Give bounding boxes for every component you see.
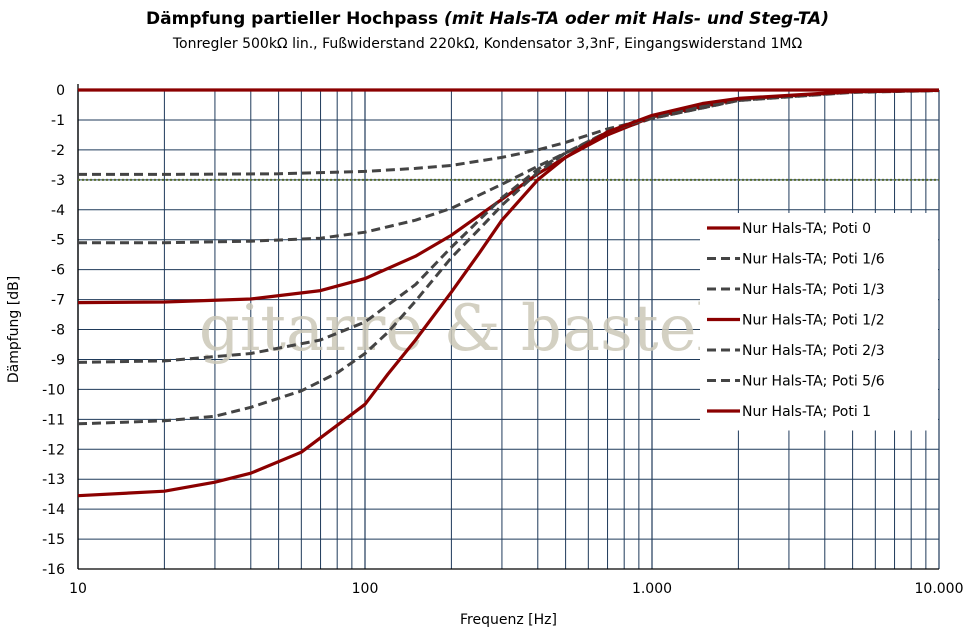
legend-entry: Nur Hals-TA; Poti 1 bbox=[742, 404, 871, 420]
chart-subtitle: Tonregler 500kΩ lin., Fußwiderstand 220k… bbox=[172, 36, 803, 52]
series-line-7 bbox=[77, 88, 940, 498]
legend-entry: Nur Hals-TA; Poti 1/3 bbox=[742, 282, 885, 298]
y-tick-label: -2 bbox=[51, 143, 65, 159]
chart-title-italic: (mit Hals-TA oder mit Hals- und Steg-TA) bbox=[444, 9, 829, 29]
legend-box bbox=[700, 213, 938, 431]
legend-entry: Nur Hals-TA; Poti 2/3 bbox=[742, 343, 885, 359]
y-tick-label: -16 bbox=[42, 562, 65, 578]
y-tick-label: -1 bbox=[51, 113, 65, 129]
x-tick-label: 10 bbox=[69, 581, 87, 597]
y-tick-label: -10 bbox=[42, 382, 65, 398]
series-line-5 bbox=[77, 88, 940, 364]
x-axis-label: Frequenz [Hz] bbox=[460, 612, 557, 628]
y-tick-label: 0 bbox=[56, 83, 65, 99]
y-tick-label: -4 bbox=[51, 203, 65, 219]
y-tick-label: -13 bbox=[42, 472, 65, 488]
y-axis-label: Dämpfung [dB] bbox=[6, 276, 22, 383]
series-line-2 bbox=[78, 89, 940, 176]
x-tick-label: 100 bbox=[352, 581, 379, 597]
watermark-text: gitarre & basteln bbox=[199, 292, 758, 366]
legend-entry: Nur Hals-TA; Poti 5/6 bbox=[742, 374, 885, 390]
y-tick-label: -8 bbox=[51, 323, 65, 339]
series-line-3 bbox=[78, 89, 940, 245]
chart-title: Dämpfung partieller Hochpass (mit Hals-T… bbox=[0, 9, 975, 29]
y-tick-label: -6 bbox=[51, 263, 65, 279]
x-tick-label: 1.000 bbox=[632, 581, 672, 597]
legend-entry: Nur Hals-TA; Poti 1/6 bbox=[742, 252, 885, 268]
y-tick-label: -3 bbox=[51, 173, 65, 189]
chart-title-main: Dämpfung partieller Hochpass bbox=[146, 9, 445, 29]
y-tick-label: -9 bbox=[51, 352, 65, 368]
x-tick-label: 10.000 bbox=[915, 581, 964, 597]
y-tick-label: -7 bbox=[51, 293, 65, 309]
y-tick-label: -15 bbox=[42, 532, 65, 548]
y-tick-label: -14 bbox=[42, 502, 65, 518]
y-tick-label: -5 bbox=[51, 233, 65, 249]
y-tick-label: -12 bbox=[42, 442, 65, 458]
legend-entry: Nur Hals-TA; Poti 0 bbox=[742, 221, 871, 237]
legend-entry: Nur Hals-TA; Poti 1/2 bbox=[742, 313, 885, 329]
y-tick-label: -11 bbox=[42, 412, 65, 428]
